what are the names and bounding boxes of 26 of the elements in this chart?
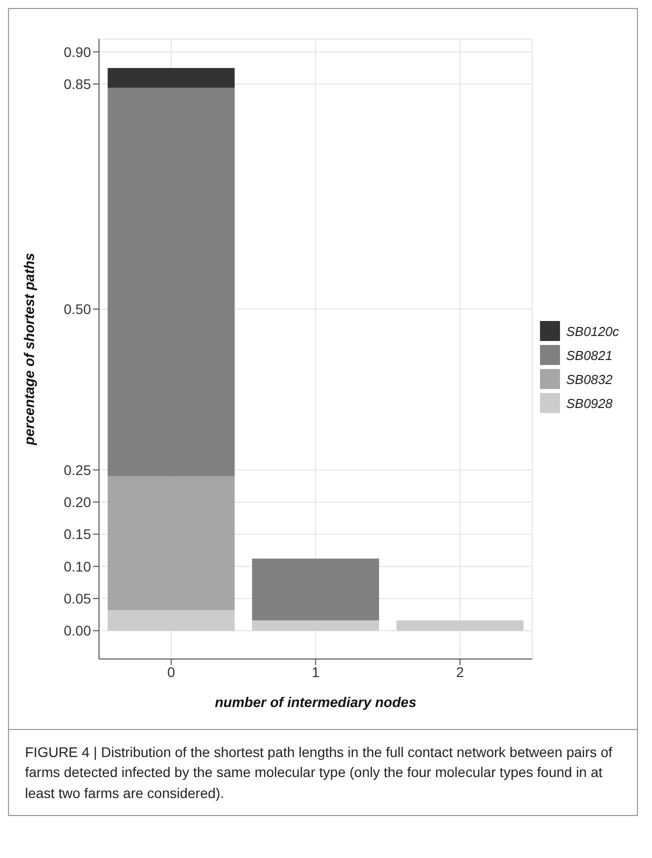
caption: FIGURE 4 | Distribution of the shortest path lengths in the full contact network between pairs of farms detected infected by the same molecular type (only the four molecular types found in at least two farms are considered). bbox=[25, 743, 614, 803]
bar bbox=[108, 68, 235, 88]
bar bbox=[108, 88, 235, 476]
y-tick-label: 0.10 bbox=[64, 558, 92, 574]
x-axis-title: number of intermediary nodes bbox=[214, 694, 417, 710]
y-tick-label: 0.20 bbox=[64, 494, 92, 510]
y-tick-label: 0.85 bbox=[64, 76, 92, 92]
bar bbox=[252, 558, 380, 620]
y-tick-label: 0.90 bbox=[64, 44, 92, 60]
bar bbox=[108, 610, 235, 631]
bar bbox=[108, 476, 235, 610]
y-tick-label: 0.00 bbox=[64, 622, 92, 639]
legend-label: SB0928 bbox=[566, 396, 612, 410]
bar bbox=[396, 620, 524, 631]
y-axis-title: percentage of shortest paths bbox=[20, 252, 37, 446]
y-tick-label: 0.05 bbox=[64, 590, 92, 607]
legend-label: SB0120c bbox=[566, 324, 619, 338]
y-tick-label: 0.50 bbox=[64, 301, 92, 318]
x-tick-label: 1 bbox=[312, 664, 320, 680]
y-tick-label: 0.25 bbox=[64, 462, 92, 478]
x-tick-label: 0 bbox=[167, 664, 176, 680]
bar bbox=[252, 620, 380, 631]
y-tick-label: 0.15 bbox=[64, 526, 92, 542]
x-tick-label: 2 bbox=[456, 664, 464, 680]
legend-label: SB0821 bbox=[566, 348, 612, 362]
legend-label: SB0832 bbox=[566, 372, 612, 386]
